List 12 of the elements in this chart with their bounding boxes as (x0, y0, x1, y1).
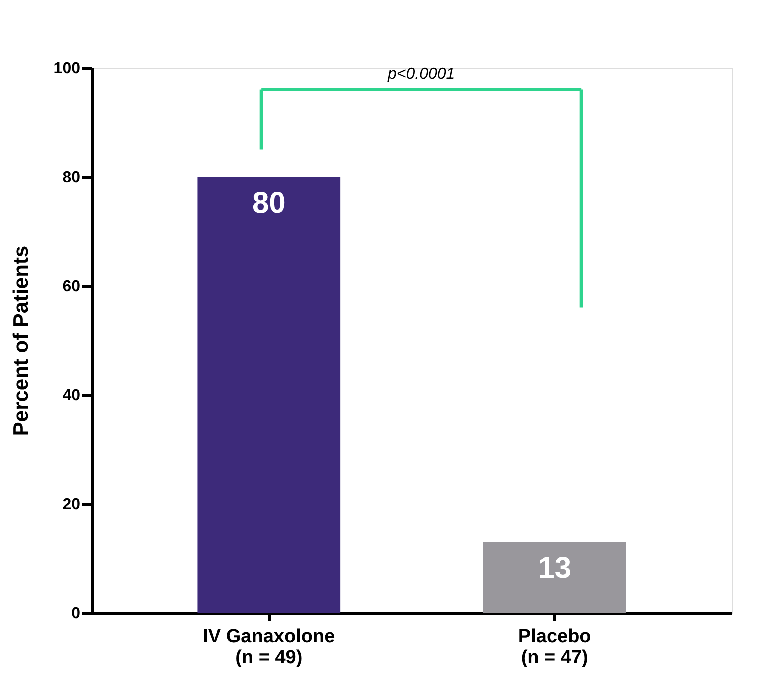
y-axis-title: Percent of Patients (10, 246, 33, 436)
data-label: 13 (538, 552, 572, 586)
data-label: 80 (252, 187, 286, 220)
y-tick-label: 100 (54, 60, 81, 78)
y-tick-label: 80 (62, 170, 81, 186)
x-tick-label: IV Ganaxolone (n = 49) (203, 626, 336, 668)
y-tick-label: 20 (62, 496, 81, 514)
y-tick-label: 40 (62, 388, 81, 404)
y-tick-label: 0 (72, 606, 81, 622)
annotation: p<0.0001 (387, 66, 456, 83)
x-tick-label: Placebo (n = 47) (518, 626, 592, 668)
y-tick-label: 60 (62, 278, 81, 296)
